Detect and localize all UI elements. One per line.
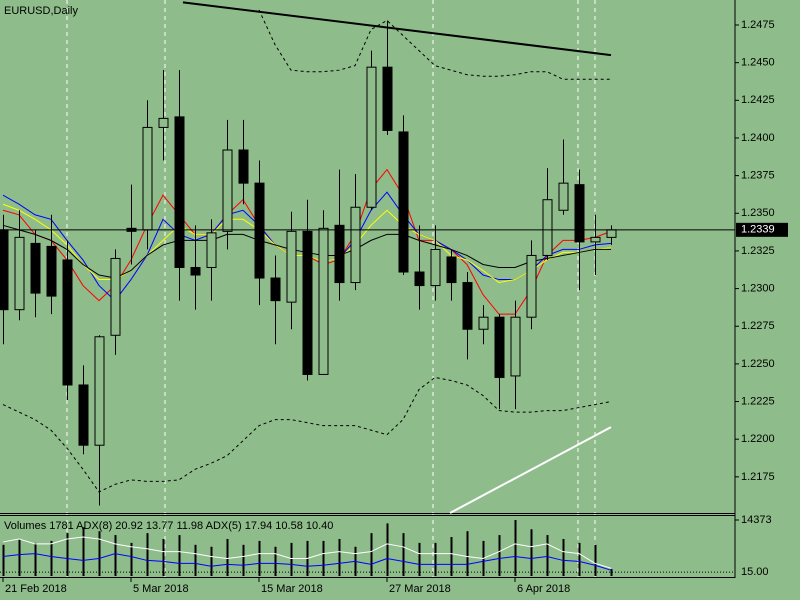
candle-body <box>302 230 313 375</box>
candle-body <box>606 229 617 238</box>
candle-body <box>366 66 377 208</box>
x-tick-label: 27 Mar 2018 <box>389 583 451 595</box>
y-tick-label: 1.2350 <box>741 207 775 219</box>
candle-body <box>62 259 73 386</box>
y2-tick-label: 15.00 <box>741 566 769 578</box>
candle-body <box>142 126 153 231</box>
indicator-line <box>2 376 612 493</box>
candle-body <box>270 277 281 302</box>
y-tick-label: 1.2375 <box>741 170 775 182</box>
candle-body <box>254 182 265 279</box>
adx-line <box>2 553 612 571</box>
candle-body <box>158 117 169 128</box>
y-tick-label: 1.2450 <box>741 57 775 69</box>
candle-body <box>510 316 521 377</box>
x-tick-label: 21 Feb 2018 <box>5 583 67 595</box>
candle-body <box>14 236 25 311</box>
candle-body <box>542 199 553 256</box>
candle-body <box>414 271 425 287</box>
candle-body <box>238 149 249 184</box>
candle-body <box>462 282 473 330</box>
y-tick-label: 1.2300 <box>741 282 775 294</box>
indicator-label: Volumes 1781 ADX(8) 20.92 13.77 11.98 AD… <box>4 520 333 532</box>
adx-line <box>2 536 612 569</box>
y-tick-label: 1.2475 <box>741 19 775 31</box>
candle-body <box>286 230 297 303</box>
trend-line <box>449 426 612 514</box>
candle-body <box>334 224 345 284</box>
candle-body <box>430 248 441 287</box>
candle-body <box>0 229 9 311</box>
candle-body <box>206 232 217 268</box>
y-tick-label: 1.2325 <box>741 245 775 257</box>
candle-body <box>574 184 585 243</box>
candle-body <box>350 206 361 284</box>
candle-body <box>478 316 489 330</box>
candle-body <box>94 336 105 446</box>
candle-body <box>78 384 89 446</box>
y-tick-label: 1.2275 <box>741 320 775 332</box>
candle-body <box>398 131 409 273</box>
candle-body <box>222 149 233 232</box>
candle-body <box>46 245 57 297</box>
x-tick-label: 5 Mar 2018 <box>133 583 189 595</box>
y-tick-label: 1.2425 <box>741 94 775 106</box>
candle-body <box>558 182 569 211</box>
candle-body <box>318 227 329 375</box>
y-tick-label: 1.2225 <box>741 395 775 407</box>
x-tick-label: 6 Apr 2018 <box>517 583 570 595</box>
candle-body <box>446 256 457 284</box>
y-tick-label: 14373 <box>741 514 772 526</box>
candle-body <box>494 316 505 378</box>
y-tick-label: 1.2400 <box>741 132 775 144</box>
candle-body <box>190 266 201 276</box>
candle-body <box>526 254 537 318</box>
price-tag <box>736 222 788 237</box>
chart-title: EURUSD,Daily <box>4 5 78 17</box>
x-tick-label: 15 Mar 2018 <box>261 583 323 595</box>
candle-body <box>174 116 185 268</box>
price-tag-label: 1.2339 <box>741 224 775 236</box>
candle-body <box>110 257 121 336</box>
candle-body <box>30 242 41 294</box>
y-tick-label: 1.2250 <box>741 358 775 370</box>
y-tick-label: 1.2175 <box>741 471 775 483</box>
candle-body <box>590 236 601 243</box>
trend-line <box>182 1 612 57</box>
y-tick-label: 1.2200 <box>741 433 775 445</box>
candle-body <box>382 66 393 131</box>
